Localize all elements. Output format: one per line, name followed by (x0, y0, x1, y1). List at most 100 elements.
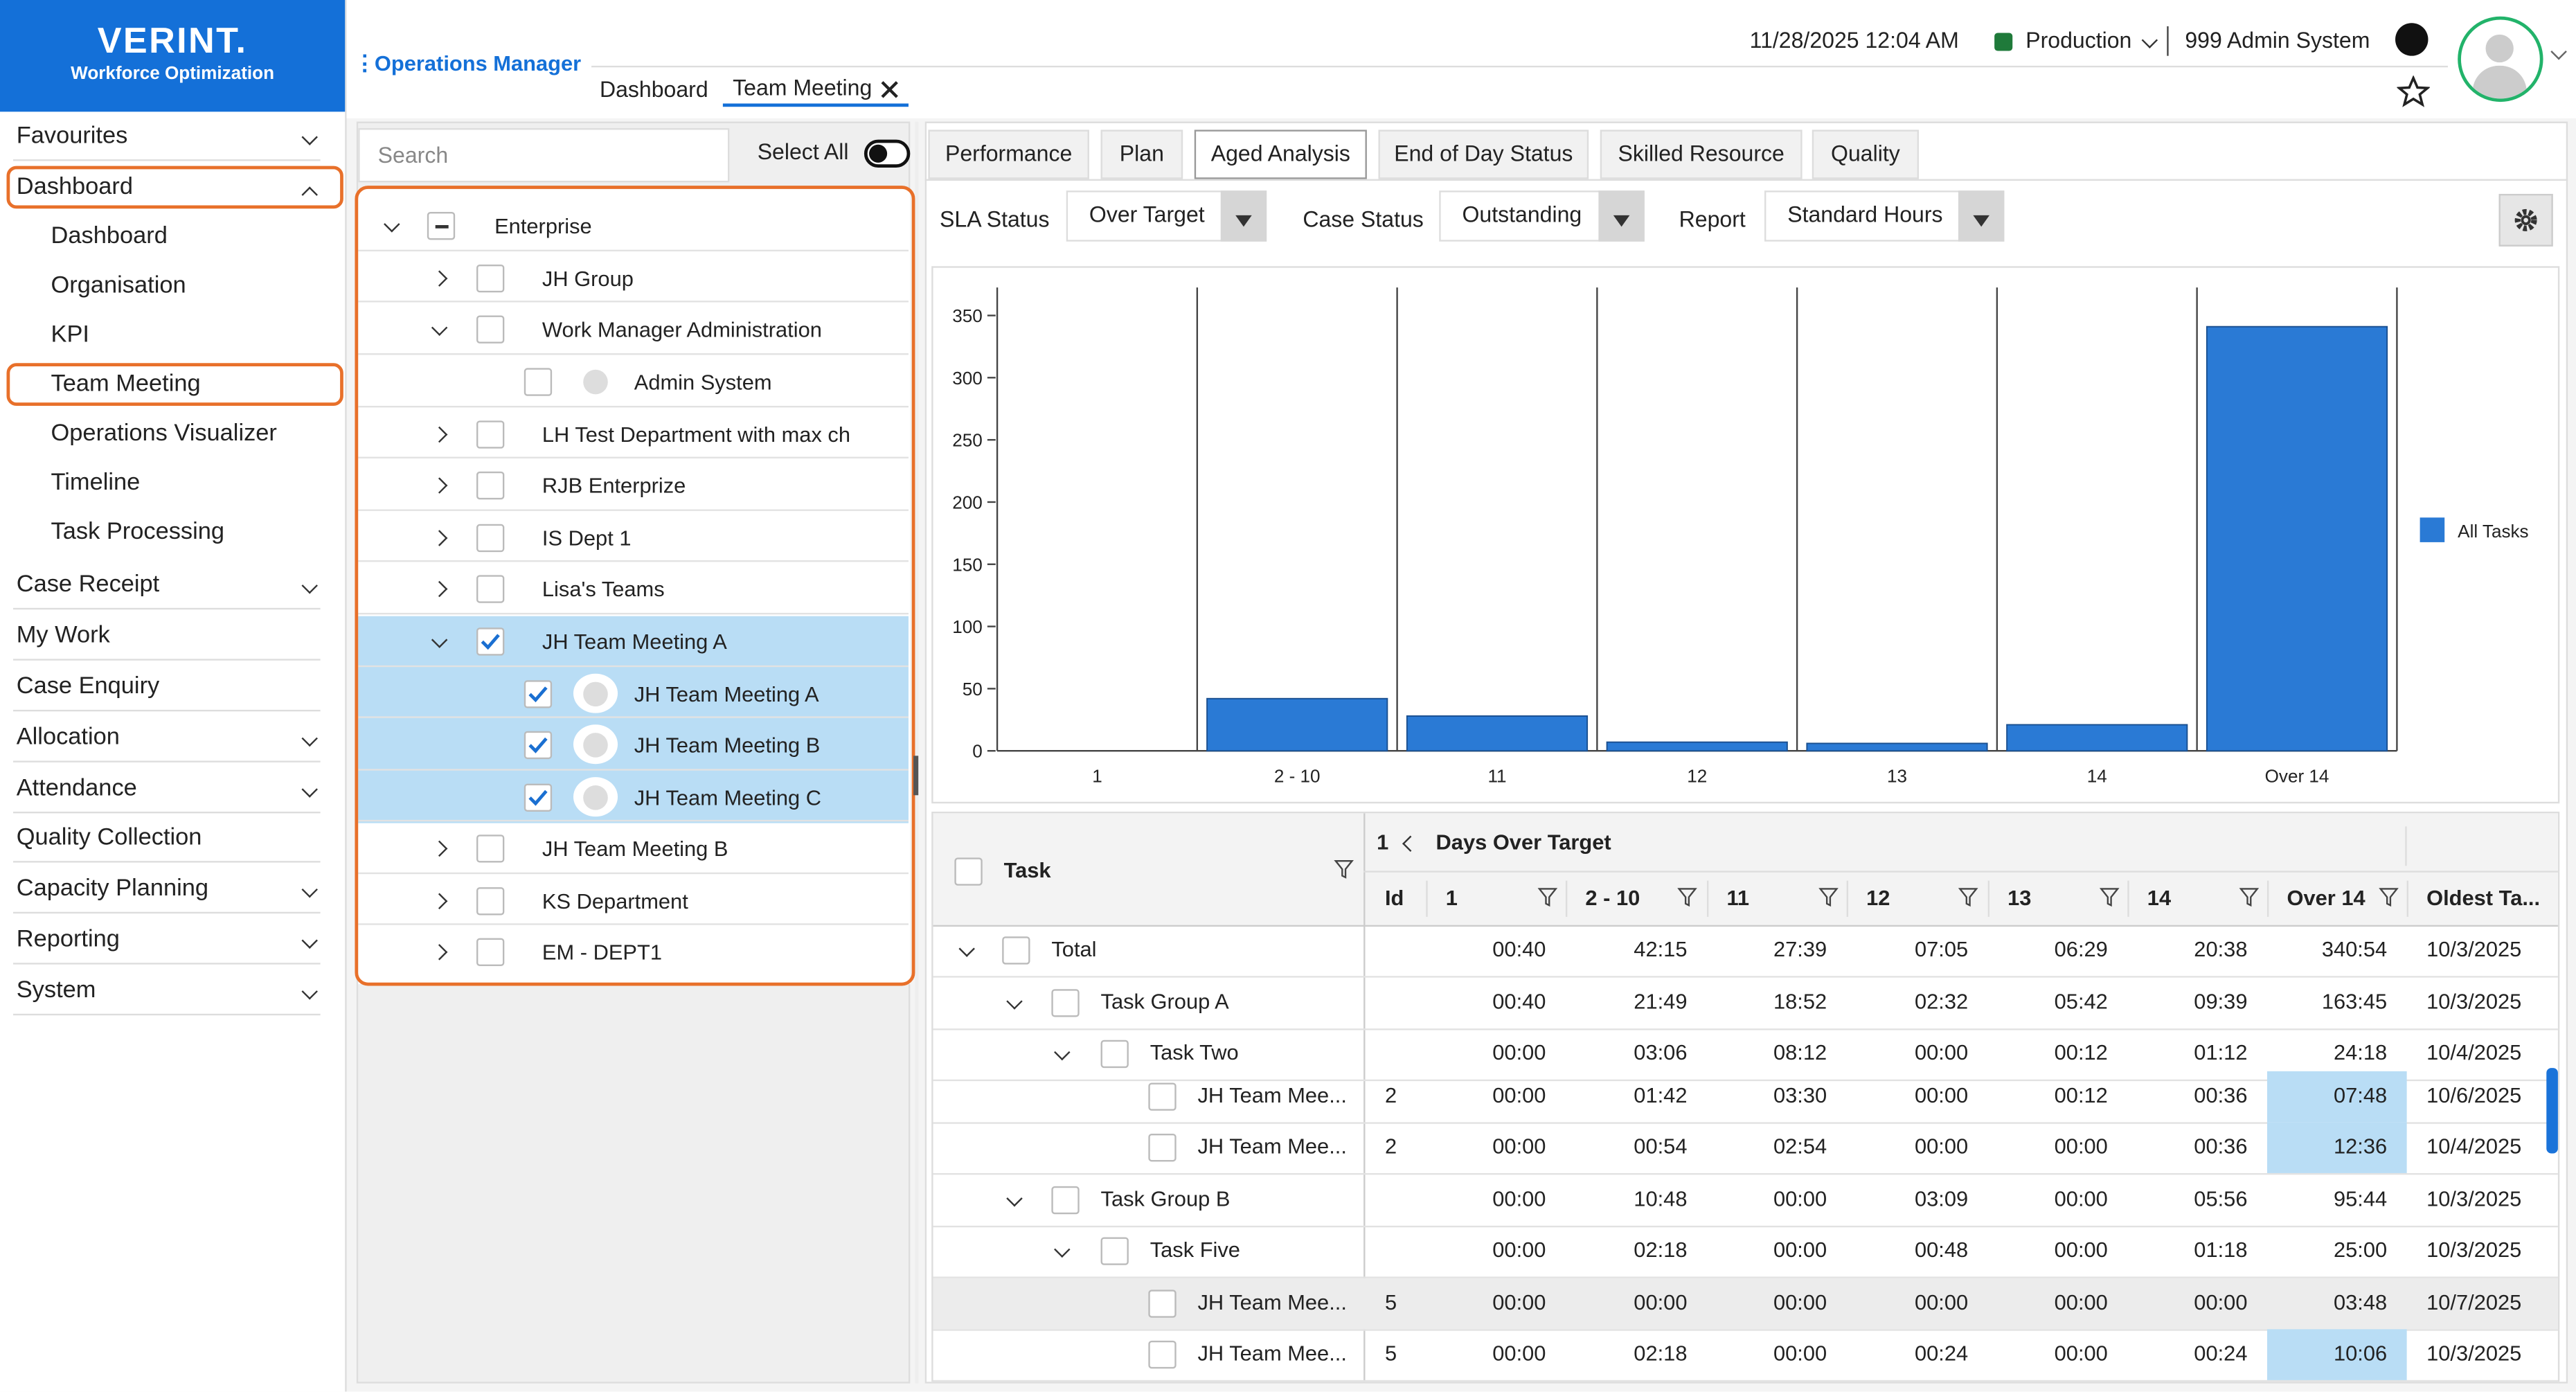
filter-icon (2239, 887, 2260, 907)
tree-node[interactable]: LH Test Department with max ch (542, 422, 851, 447)
tree-node[interactable]: RJB Enterprize (542, 473, 686, 498)
checkbox[interactable] (476, 575, 505, 603)
checkbox[interactable] (476, 627, 505, 656)
cell: 00:00 (1492, 1340, 1546, 1366)
tree-node[interactable]: Admin System (634, 369, 772, 395)
breadcrumb-tab[interactable]: Team Meeting (733, 75, 873, 100)
header-divider (1987, 880, 1990, 917)
tree-node[interactable]: Enterprise (494, 213, 592, 239)
tree-node[interactable]: JH Team Meeting B (634, 733, 821, 758)
cell: 340:54 (2321, 936, 2388, 961)
dropdown-value: Standard Hours (1787, 202, 1943, 227)
tree-node[interactable]: JH Team Meeting A (542, 629, 727, 654)
task-name[interactable]: JH Team Mee... (1197, 1340, 1347, 1366)
nav-separator (12, 159, 321, 161)
tree-node[interactable]: EM - DEPT1 (542, 940, 663, 965)
header-bar (346, 0, 2576, 118)
toggle[interactable] (864, 139, 911, 168)
task-name[interactable]: JH Team Mee... (1197, 1082, 1347, 1108)
tree-node[interactable]: KS Department (542, 889, 688, 914)
nav-item[interactable]: Attendance (16, 775, 137, 802)
settings-button[interactable] (2498, 193, 2553, 247)
tab[interactable] (928, 130, 1089, 179)
nav-item[interactable]: KPI (51, 322, 90, 348)
nav-item[interactable]: Task Processing (51, 519, 225, 546)
cell: 07:05 (1914, 936, 1969, 961)
checkbox[interactable] (476, 938, 505, 967)
tree-node[interactable]: Lisa's Teams (542, 576, 665, 602)
search-box[interactable] (358, 128, 730, 183)
tree-node[interactable]: JH Team Meeting C (634, 785, 822, 810)
nav-item[interactable]: Team Meeting (51, 371, 201, 398)
nav-item[interactable]: Organisation (51, 272, 186, 299)
checkbox[interactable] (524, 680, 553, 708)
checkbox[interactable] (1051, 1186, 1080, 1215)
checkbox[interactable] (476, 524, 505, 553)
nav-item[interactable]: Timeline (51, 470, 141, 497)
star-icon[interactable] (2396, 75, 2431, 108)
tree-node[interactable]: Work Manager Administration (542, 316, 822, 342)
row-line (933, 1028, 2558, 1030)
tab[interactable] (1194, 130, 1367, 179)
checkbox[interactable] (1148, 1340, 1177, 1369)
nav-item[interactable]: System (16, 977, 96, 1004)
tree-node[interactable]: JH Team Meeting B (542, 836, 728, 862)
nav-item[interactable]: Operations Visualizer (51, 420, 277, 447)
checkbox[interactable] (1148, 1290, 1177, 1318)
cell: 00:00 (1773, 1237, 1827, 1262)
checkbox[interactable] (427, 212, 456, 240)
nav-item[interactable]: Quality Collection (16, 824, 202, 851)
bar (2206, 325, 2388, 752)
task-name[interactable]: Total (1051, 936, 1097, 961)
tab[interactable] (1812, 130, 1920, 179)
task-name[interactable]: Task Group B (1100, 1186, 1231, 1211)
checkbox[interactable] (476, 887, 505, 916)
task-name[interactable]: Task Two (1150, 1039, 1239, 1065)
column-header: 2 - 10 (1585, 885, 1640, 911)
checkbox[interactable] (476, 471, 505, 500)
nav-item[interactable]: Case Receipt (16, 571, 160, 598)
nav-item[interactable]: My Work (16, 623, 110, 650)
nav-item[interactable]: Capacity Planning (16, 875, 209, 902)
task-name[interactable]: JH Team Mee... (1197, 1290, 1347, 1314)
nav-item[interactable]: Case Enquiry (16, 673, 160, 700)
breadcrumb-tab[interactable]: Dashboard (599, 77, 708, 102)
nav-item[interactable]: Reporting (16, 927, 120, 954)
tree-node[interactable]: IS Dept 1 (542, 526, 632, 551)
checkbox[interactable] (476, 835, 505, 863)
nav-item[interactable]: Favourites (16, 123, 128, 150)
nav-item[interactable]: Dashboard (51, 223, 168, 250)
checkbox[interactable] (476, 315, 505, 343)
environment[interactable]: Production (2025, 28, 2132, 53)
checkbox[interactable] (524, 731, 553, 760)
avatar[interactable] (2458, 16, 2543, 102)
tab[interactable] (1100, 130, 1183, 179)
checkbox[interactable] (1148, 1082, 1177, 1111)
app-name[interactable]: Operations Manager (374, 51, 582, 76)
checkbox[interactable] (1148, 1133, 1177, 1162)
checkbox[interactable] (524, 783, 553, 812)
checkbox[interactable] (1100, 1237, 1129, 1265)
scrollbar-thumb[interactable] (2546, 1068, 2558, 1154)
cell: 42:15 (1634, 936, 1688, 961)
task-name[interactable]: JH Team Mee... (1197, 1133, 1347, 1159)
checkbox[interactable] (1051, 989, 1080, 1017)
checkbox[interactable] (1100, 1039, 1129, 1069)
cell: 01:18 (2194, 1237, 2248, 1262)
checkbox[interactable] (476, 264, 505, 293)
close-icon[interactable] (881, 79, 899, 98)
nav-item[interactable]: Dashboard (16, 174, 134, 201)
task-name[interactable]: Task Five (1150, 1237, 1240, 1262)
tree-node[interactable]: JH Group (542, 266, 634, 291)
tab[interactable] (1600, 130, 1803, 179)
tree-node[interactable]: JH Team Meeting A (634, 681, 819, 707)
checkbox[interactable] (524, 368, 553, 396)
task-name[interactable]: Task Group A (1100, 989, 1229, 1014)
nav-item[interactable]: Allocation (16, 724, 120, 751)
tab[interactable] (1378, 130, 1589, 179)
checkbox[interactable] (476, 420, 505, 449)
checkbox[interactable] (954, 857, 983, 886)
logo: VERINT. (97, 19, 248, 61)
help-icon[interactable] (2395, 23, 2429, 56)
checkbox[interactable] (1002, 936, 1030, 965)
